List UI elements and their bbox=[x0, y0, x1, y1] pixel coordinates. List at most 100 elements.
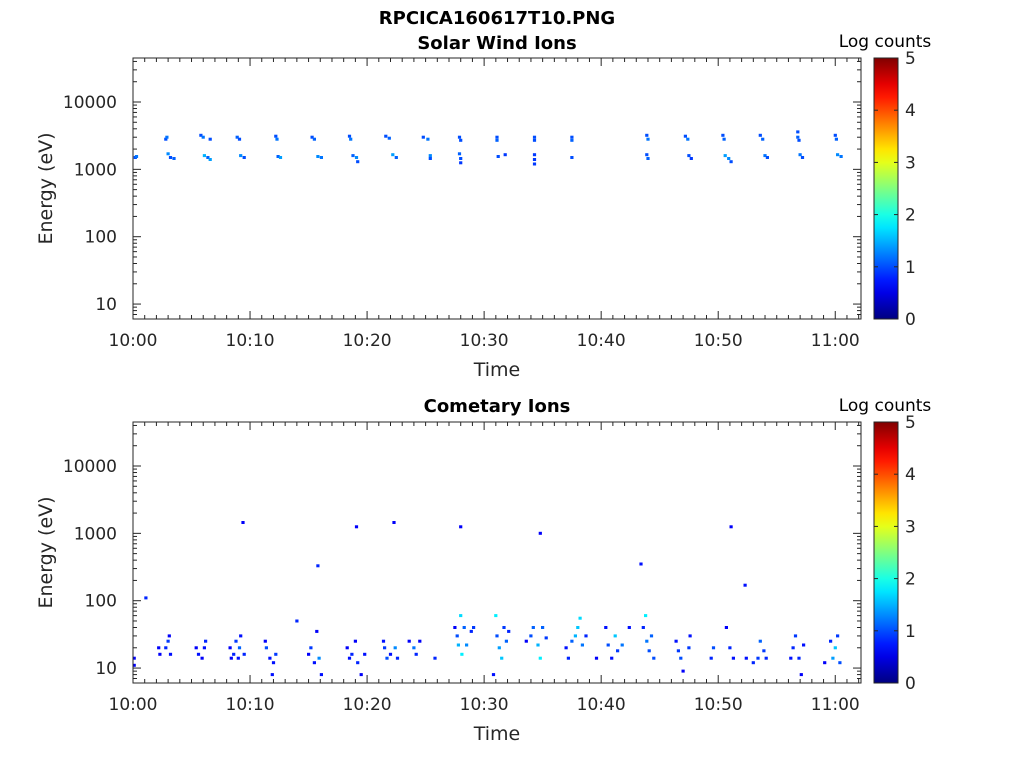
data-cell bbox=[532, 153, 537, 157]
data-cell bbox=[237, 137, 242, 141]
data-cell bbox=[383, 646, 387, 650]
data-cell bbox=[728, 646, 732, 650]
data-cell bbox=[242, 156, 246, 159]
data-cell bbox=[459, 525, 463, 529]
data-cell bbox=[524, 639, 528, 643]
data-cell bbox=[166, 639, 170, 643]
data-cell bbox=[312, 137, 316, 141]
x-tick-label: 10:40 bbox=[577, 331, 626, 351]
data-cell bbox=[347, 134, 352, 138]
data-cell bbox=[384, 134, 388, 138]
data-cell bbox=[229, 656, 233, 660]
y-axis-label: Energy (eV) bbox=[35, 496, 57, 608]
data-cell bbox=[789, 656, 793, 660]
data-cell bbox=[839, 155, 843, 158]
data-cell bbox=[164, 137, 168, 141]
x-axis-label: Time bbox=[473, 723, 521, 745]
data-cell bbox=[310, 135, 314, 139]
data-cell bbox=[531, 626, 535, 629]
data-cell bbox=[576, 626, 580, 629]
data-cell bbox=[802, 643, 806, 647]
y-tick-label: 10000 bbox=[63, 457, 117, 477]
data-cell bbox=[363, 652, 367, 656]
data-cell bbox=[791, 646, 795, 650]
data-cell bbox=[316, 155, 320, 158]
data-cell bbox=[391, 153, 395, 157]
data-cell bbox=[316, 564, 320, 568]
data-cell bbox=[356, 160, 360, 164]
data-cell bbox=[532, 162, 537, 166]
data-cell bbox=[278, 156, 283, 159]
data-cell bbox=[722, 137, 726, 141]
data-cell bbox=[566, 656, 570, 660]
data-cell bbox=[727, 157, 731, 160]
data-cell bbox=[494, 614, 498, 618]
data-cell bbox=[507, 629, 511, 633]
colorbar-gradient bbox=[873, 421, 899, 684]
data-cell bbox=[165, 135, 169, 139]
data-cell bbox=[709, 656, 713, 660]
data-cell bbox=[580, 643, 584, 647]
data-cell bbox=[836, 634, 840, 638]
data-cell bbox=[541, 626, 545, 629]
data-cell bbox=[426, 137, 430, 141]
data-cell bbox=[274, 652, 278, 656]
data-cell bbox=[641, 626, 645, 629]
data-cell bbox=[234, 639, 238, 643]
data-cell bbox=[529, 634, 533, 638]
data-cell bbox=[347, 656, 352, 660]
data-cell bbox=[676, 649, 680, 653]
data-cell bbox=[237, 646, 242, 650]
data-cell bbox=[236, 656, 240, 660]
data-cell bbox=[194, 646, 198, 650]
data-cell bbox=[620, 643, 624, 647]
data-cell bbox=[295, 619, 299, 623]
data-cell bbox=[228, 646, 232, 650]
data-cell bbox=[823, 661, 827, 665]
data-cell bbox=[763, 154, 767, 158]
data-cell bbox=[762, 649, 766, 653]
data-cell bbox=[359, 673, 363, 677]
data-cell bbox=[132, 656, 136, 660]
data-cell bbox=[460, 652, 464, 656]
data-cell bbox=[649, 634, 654, 638]
data-cell bbox=[744, 656, 748, 660]
colorbar-tick-label: 0 bbox=[905, 674, 916, 694]
colorbar-gradient bbox=[873, 57, 899, 320]
data-cell bbox=[459, 614, 463, 618]
data-cell bbox=[418, 639, 422, 643]
panel-title: Cometary Ions bbox=[424, 396, 571, 417]
data-cell bbox=[616, 649, 620, 653]
data-cell bbox=[381, 639, 386, 643]
data-cell bbox=[639, 562, 643, 566]
data-cell bbox=[353, 639, 357, 643]
data-cell bbox=[764, 656, 768, 660]
data-cell bbox=[206, 156, 210, 159]
data-cell bbox=[724, 626, 728, 629]
y-tick-label: 1000 bbox=[74, 524, 117, 544]
data-cell bbox=[758, 133, 762, 137]
data-cell bbox=[354, 156, 359, 159]
colorbar-tick-label: 1 bbox=[905, 258, 916, 278]
data-cell bbox=[652, 656, 656, 660]
data-cell bbox=[495, 634, 499, 638]
x-tick-label: 11:00 bbox=[811, 695, 860, 715]
data-cell bbox=[459, 157, 463, 160]
data-cell bbox=[241, 521, 245, 524]
data-cell bbox=[532, 158, 537, 161]
data-cell bbox=[462, 626, 466, 629]
data-cell bbox=[495, 138, 499, 142]
data-cell bbox=[239, 154, 243, 158]
data-cells bbox=[132, 521, 842, 677]
data-cell bbox=[395, 656, 400, 660]
data-cell bbox=[831, 656, 835, 660]
x-tick-label: 11:00 bbox=[811, 331, 860, 351]
data-cell bbox=[459, 138, 463, 142]
data-cell bbox=[414, 652, 418, 656]
data-cell bbox=[570, 639, 574, 643]
data-cell bbox=[456, 643, 460, 647]
data-cell bbox=[683, 134, 687, 138]
data-cell bbox=[158, 652, 162, 656]
